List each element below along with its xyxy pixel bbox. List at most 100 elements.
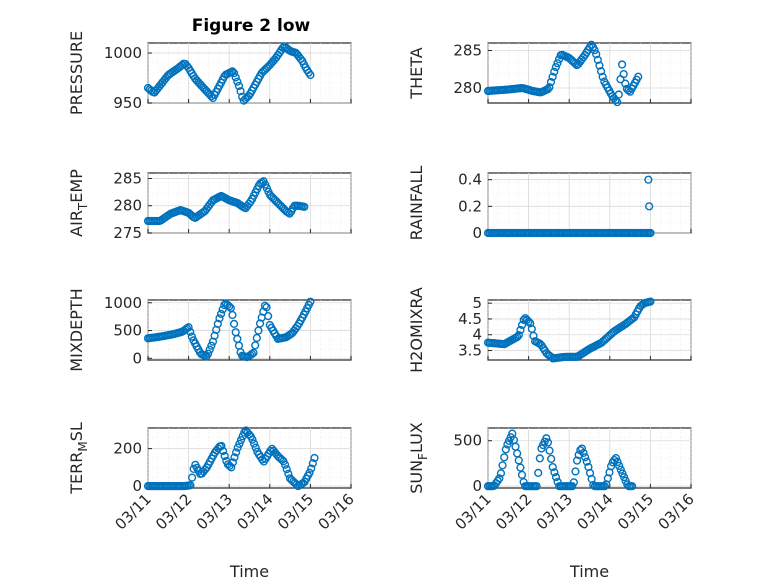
figure-title: Figure 2 low — [192, 16, 311, 36]
y-tick-label: 1000 — [104, 44, 142, 62]
data-point — [186, 327, 195, 336]
y-tick-label: 1000 — [104, 294, 142, 312]
data-point — [233, 77, 242, 86]
x-tick-label: 03/16 — [315, 490, 358, 533]
data-point — [215, 314, 224, 323]
data-point — [550, 468, 559, 477]
data-point — [592, 50, 601, 59]
data-point — [231, 73, 240, 82]
data-point — [229, 69, 239, 78]
y-tick-label: 0.4 — [458, 171, 482, 189]
data-point — [645, 202, 654, 211]
x-tick-label: 03/15 — [614, 490, 657, 533]
data-point — [496, 469, 506, 478]
x-axis-label: Time — [569, 562, 609, 581]
data-point — [611, 454, 621, 463]
data-point — [598, 72, 607, 81]
data-point — [619, 69, 628, 79]
data-point — [228, 310, 237, 320]
data-point — [534, 468, 543, 478]
data-point — [260, 301, 270, 310]
data-point — [526, 319, 535, 328]
data-point — [227, 463, 236, 472]
data-point — [230, 453, 239, 462]
data-point — [582, 457, 591, 466]
data-point — [213, 319, 222, 328]
data-point — [251, 443, 260, 452]
data-point — [529, 331, 538, 340]
data-point — [229, 319, 239, 328]
data-point — [514, 456, 523, 465]
axes-theta: 280 285 THETA — [407, 40, 692, 107]
data-point — [614, 90, 623, 99]
data-point — [264, 312, 273, 321]
y-tick-label: 280 — [453, 79, 482, 97]
data-point — [282, 465, 291, 474]
x-tick-label: 03/13 — [533, 490, 576, 533]
data-point — [543, 438, 553, 447]
data-point — [606, 462, 616, 471]
data-point — [518, 320, 527, 330]
y-tick-label: 4 — [472, 326, 482, 344]
y-tick-label: 285 — [113, 169, 142, 187]
data-point — [310, 453, 319, 463]
data-point — [524, 317, 533, 326]
data-point — [498, 461, 507, 470]
data-point — [184, 323, 193, 332]
data-point — [305, 468, 314, 477]
data-point — [516, 463, 525, 472]
x-tick-label: 03/12 — [152, 490, 195, 533]
data-point — [621, 79, 630, 88]
data-point — [616, 465, 625, 474]
axes-mixdepth: 0 500 1000 MIXDEPTH — [67, 288, 352, 372]
data-point — [572, 456, 582, 465]
data-point — [207, 341, 216, 350]
data-point — [579, 448, 588, 458]
data-point — [550, 67, 559, 76]
data-point — [613, 457, 622, 467]
data-point — [216, 309, 226, 318]
y-tick-label: 0 — [472, 477, 482, 495]
data-point — [262, 303, 271, 312]
data-point — [225, 302, 234, 311]
data-point — [519, 315, 528, 324]
data-point — [249, 439, 259, 448]
data-point — [628, 482, 637, 491]
data-point — [186, 481, 195, 490]
data-point — [234, 81, 244, 91]
data-point — [233, 443, 242, 452]
data-point — [542, 434, 551, 443]
data-point — [571, 59, 580, 68]
data-point — [251, 341, 260, 350]
data-point — [595, 61, 604, 70]
data-point — [236, 435, 246, 445]
data-point — [577, 444, 587, 453]
y-axis-label: H2OMIXRA — [407, 287, 426, 373]
x-tick-label: 03/14 — [573, 490, 616, 533]
data-point — [548, 462, 557, 472]
data-point — [236, 87, 245, 96]
data-point — [228, 67, 237, 76]
data-point — [581, 453, 590, 462]
data-point — [551, 473, 561, 482]
data-point — [495, 474, 504, 483]
data-point — [248, 435, 257, 444]
data-point — [187, 332, 196, 341]
y-axis-label: MIXDEPTH — [67, 288, 86, 371]
data-point — [218, 446, 228, 456]
y-axis-label: RAINFALL — [407, 166, 426, 241]
y-tick-label: 0.2 — [458, 197, 482, 215]
data-point — [232, 448, 241, 457]
axes-h2omixra: 3.544.55 H2OMIXRA — [407, 287, 692, 373]
y-tick-label: 4.5 — [458, 310, 482, 328]
data-point — [545, 83, 554, 92]
data-point — [517, 470, 527, 479]
axes-rainfall: 0 0.2 0.4 RAINFALL — [407, 166, 692, 242]
data-point — [553, 59, 562, 68]
data-point — [252, 333, 261, 343]
data-point — [187, 473, 197, 482]
y-tick-label: 285 — [453, 42, 482, 60]
y-tick-label: 0 — [132, 477, 142, 495]
